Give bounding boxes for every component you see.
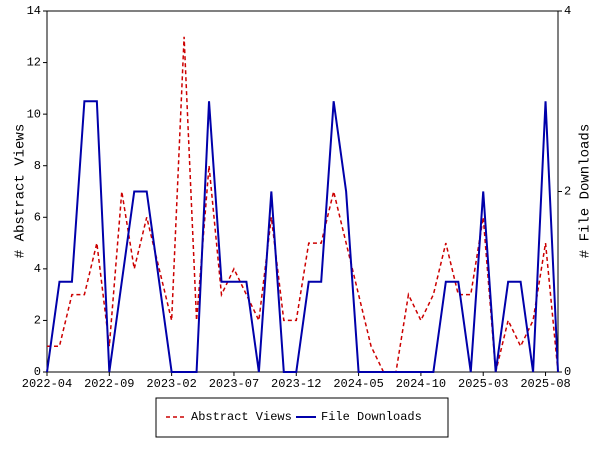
y2-tick-label: 2 (564, 185, 571, 199)
x-tick-label: 2024-05 (333, 377, 383, 391)
x-tick-label: 2023-02 (146, 377, 196, 391)
x-tick-label: 2023-12 (271, 377, 321, 391)
y-tick-label: 10 (27, 107, 41, 121)
legend-label: File Downloads (321, 410, 422, 424)
x-tick-label: 2025-08 (520, 377, 570, 391)
y-tick-label: 0 (34, 365, 41, 379)
legend-label: Abstract Views (191, 410, 292, 424)
y-tick-label: 14 (27, 4, 41, 18)
y-axis-label: # Abstract Views (13, 124, 29, 258)
y-tick-label: 6 (34, 210, 41, 224)
y-tick-label: 4 (34, 262, 41, 276)
x-tick-label: 2022-04 (22, 377, 72, 391)
y2-tick-label: 0 (564, 365, 571, 379)
x-tick-label: 2024-10 (396, 377, 446, 391)
plot-frame (46, 10, 559, 373)
y-tick-label: 2 (34, 314, 41, 328)
y2-tick-label: 4 (564, 4, 571, 18)
y-tick-label: 12 (27, 56, 41, 70)
series-line (46, 100, 559, 373)
x-tick-label: 2022-09 (84, 377, 134, 391)
x-tick-label: 2025-03 (458, 377, 508, 391)
x-tick-label: 2023-07 (209, 377, 259, 391)
y-tick-label: 8 (34, 159, 41, 173)
series-line (47, 36, 559, 373)
y2-axis-label: # File Downloads (578, 124, 594, 258)
